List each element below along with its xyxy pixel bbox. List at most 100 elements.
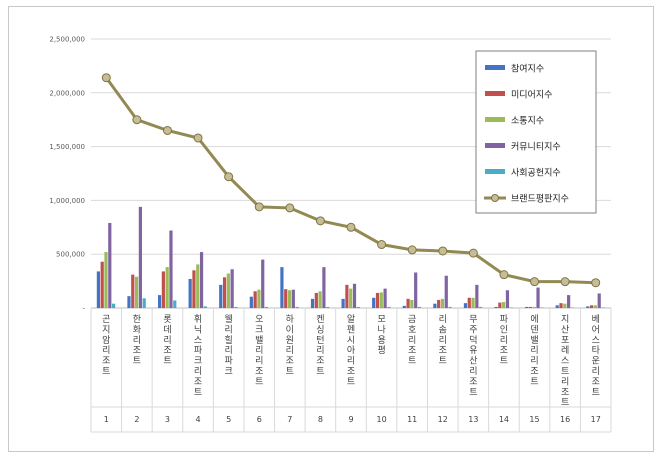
x-rank-label: 15 (529, 415, 539, 424)
x-rank-label: 16 (560, 415, 570, 424)
bar-미디어지수-14 (498, 302, 502, 308)
bar-소통지수-10 (379, 292, 383, 308)
bar-사회공헌지수-4 (203, 306, 207, 308)
bar-사회공헌지수-9 (356, 306, 360, 308)
bar-소통지수-7 (287, 290, 292, 308)
bar-소통지수-3 (165, 267, 169, 308)
bar-미디어지수-3 (161, 271, 165, 308)
bar-사회공헌지수-3 (173, 300, 177, 308)
y-tick-label: 500,000 (56, 251, 85, 259)
legend-label: 사회공헌지수 (511, 168, 561, 179)
bar-미디어지수-7 (284, 289, 288, 308)
x-rank-label: 6 (257, 415, 262, 424)
line-point-14 (499, 270, 509, 280)
legend-swatch (485, 65, 505, 70)
legend-swatch (485, 169, 505, 174)
bar-커뮤니티지수-14 (505, 290, 510, 308)
bar-사회공헌지수-2 (142, 298, 146, 308)
x-rank-label: 8 (318, 415, 323, 424)
bar-커뮤니티지수-11 (414, 272, 418, 308)
bar-사회공헌지수-12 (448, 306, 452, 308)
line-point-3 (162, 125, 172, 135)
bar-사회공헌지수-16 (570, 307, 575, 308)
x-rank-label: 9 (348, 415, 353, 424)
x-rank-label: 7 (287, 415, 292, 424)
bar-커뮤니티지수-15 (536, 287, 540, 308)
bar-커뮤니티지수-1 (108, 222, 112, 308)
bar-소통지수-15 (532, 306, 536, 308)
bar-사회공헌지수-14 (509, 307, 513, 308)
legend-label: 미디어지수 (511, 90, 552, 101)
bar-미디어지수-8 (314, 292, 318, 308)
bar-커뮤니티지수-17 (597, 293, 601, 308)
bar-커뮤니티지수-9 (352, 283, 357, 308)
legend-label: 참여지수 (511, 63, 544, 75)
y-tick-label: 2,500,000 (49, 36, 85, 44)
line-point-7 (285, 203, 295, 213)
legend-marker (491, 194, 499, 202)
bar-사회공헌지수-10 (387, 306, 391, 308)
bar-사회공헌지수-1 (111, 303, 116, 308)
y-tick-label: 2,000,000 (49, 89, 85, 97)
bar-커뮤니티지수-10 (383, 288, 387, 308)
bar-사회공헌지수-5 (234, 306, 238, 308)
bar-참여지수-9 (341, 298, 345, 308)
bar-사회공헌지수-17 (601, 307, 605, 308)
x-rank-label: 13 (468, 415, 478, 424)
bar-미디어지수-5 (222, 277, 227, 308)
bar-소통지수-12 (440, 298, 445, 308)
line-point-8 (315, 216, 325, 226)
bar-미디어지수-9 (345, 284, 349, 308)
line-point-9 (346, 222, 356, 232)
bar-소통지수-14 (502, 302, 506, 308)
brand-reputation-chart: 2,500,000 2,000,000 1,500,000 1,000,000 500,… (49, 36, 612, 433)
legend-label: 소통지수 (511, 116, 544, 127)
x-rank-label: 11 (407, 415, 417, 424)
bar-사회공헌지수-13 (479, 306, 483, 308)
line-series (101, 73, 601, 288)
bar-참여지수-16 (555, 305, 559, 308)
bar-소통지수-1 (104, 252, 108, 308)
bar-참여지수-14 (494, 306, 498, 308)
bar-참여지수-11 (402, 305, 406, 308)
y-tick-label: 1,000,000 (49, 197, 85, 205)
legend-swatch (485, 91, 505, 96)
line-point-1 (101, 73, 111, 83)
line-point-6 (254, 202, 264, 212)
bar-참여지수-15 (525, 306, 529, 308)
line-point-15 (530, 277, 540, 287)
bar-미디어지수-11 (406, 298, 410, 308)
bar-소통지수-6 (257, 289, 261, 308)
bar-커뮤니티지수-12 (444, 275, 448, 308)
bar-사회공헌지수-7 (295, 306, 299, 308)
legend-label: 브랜드평판지수 (511, 194, 569, 205)
bar-참여지수-7 (280, 267, 284, 308)
x-rank-label: 5 (226, 415, 231, 424)
bar-커뮤니티지수-3 (169, 230, 173, 308)
line-point-4 (193, 133, 203, 143)
x-rank-label: 10 (376, 415, 386, 424)
bar-사회공헌지수-11 (417, 306, 422, 308)
bar-소통지수-13 (471, 297, 475, 308)
bar-소통지수-2 (134, 276, 139, 308)
x-axis: 곤 지 암 리 조 트 1 한 화 리 조 트 2 롯 데 리 조 트 3 휘 닉 스 파 크 리 조 트 4 웰 리 힐 리 파 크 5 오 크 밸 리 리… (90, 308, 612, 433)
line-point-16 (560, 277, 570, 287)
y-tick-label: 1,500,000 (49, 143, 85, 151)
bar-커뮤니티지수-5 (230, 269, 234, 308)
bar-참여지수-2 (127, 296, 131, 308)
bar-커뮤니티지수-13 (475, 284, 479, 308)
bar-소통지수-17 (593, 305, 598, 308)
bar-참여지수-10 (372, 297, 376, 308)
chart-frame: 2,500,000 2,000,000 1,500,000 1,000,000 500,… (8, 6, 654, 452)
legend-swatch (485, 143, 505, 148)
bar-미디어지수-17 (590, 305, 594, 308)
x-rank-label: 2 (134, 415, 139, 424)
line-point-2 (132, 115, 142, 125)
